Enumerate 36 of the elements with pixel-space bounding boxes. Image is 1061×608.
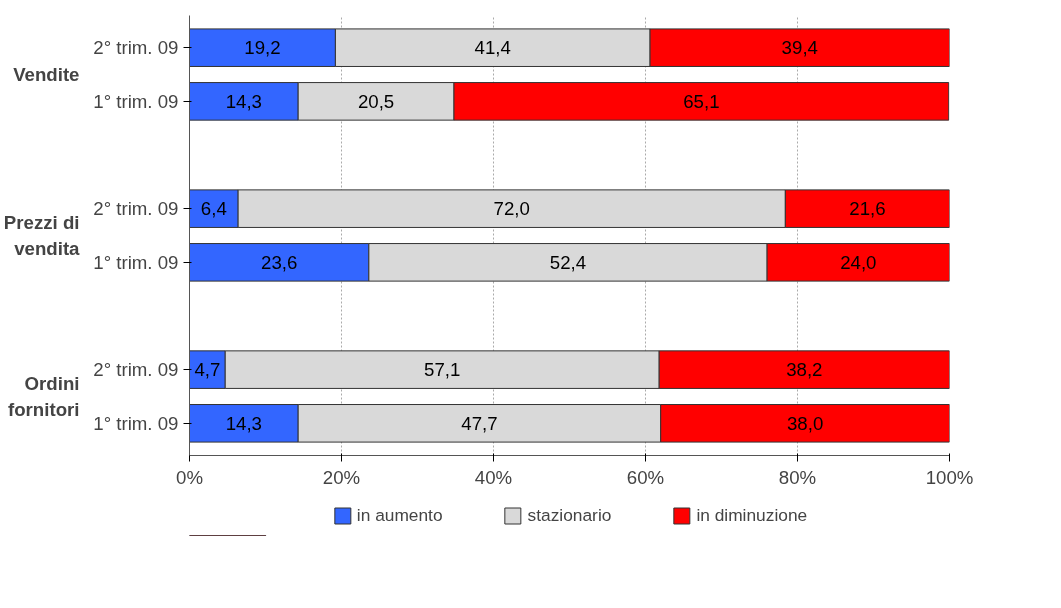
legend-label: in diminuzione [696, 504, 808, 526]
y-tick-label: 1° trim. 09 [93, 251, 179, 273]
y-tick-label: 1° trim. 09 [93, 90, 179, 112]
data-label: 19,2 [244, 37, 281, 59]
x-tick-label: 60% [626, 466, 665, 488]
legend-label: stazionario [527, 504, 612, 526]
data-label: 39,4 [781, 37, 818, 59]
data-label: 24,0 [840, 251, 877, 273]
x-tick-label: 80% [778, 466, 817, 488]
data-label: 14,3 [225, 412, 262, 434]
data-label: 41,4 [474, 37, 511, 59]
y-tick-label: 2° trim. 09 [93, 359, 179, 381]
y-tick-label: 2° trim. 09 [93, 198, 179, 220]
x-tick-label: 40% [474, 466, 513, 488]
data-label: 52,4 [549, 251, 587, 273]
legend-label: in aumento [356, 504, 443, 526]
y-tick-label: 2° trim. 09 [93, 37, 179, 59]
text: Ordini fornitori [8, 373, 80, 420]
data-label: 38,2 [786, 359, 823, 381]
y-tick-label: 1° trim. 09 [93, 412, 179, 434]
data-label: 57,1 [424, 359, 461, 381]
data-label: 72,0 [493, 198, 530, 220]
data-label: 38,0 [786, 412, 824, 434]
x-tick-label: 20% [322, 466, 361, 488]
text: Prezzi di vendita [3, 212, 81, 259]
x-tick-label: 100% [925, 466, 974, 488]
data-label: 65,1 [683, 90, 720, 112]
text: Vendite [13, 64, 80, 86]
x-tick-label: 0% [176, 466, 203, 488]
data-label: 23,6 [261, 251, 298, 273]
data-label: 20,5 [357, 90, 395, 112]
data-label: 14,3 [225, 90, 262, 112]
data-label: 47,7 [461, 412, 498, 434]
data-label: 6,4 [200, 198, 227, 220]
data-label: 21,6 [849, 198, 886, 220]
data-label: 4,7 [194, 359, 221, 381]
